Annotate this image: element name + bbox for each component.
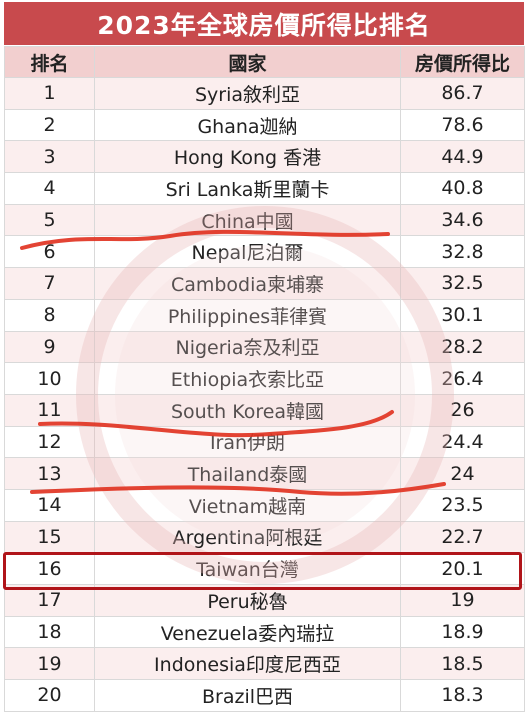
cell-rank: 2 — [4, 108, 95, 142]
cell-country: China中國 — [94, 203, 401, 237]
cell-ratio: 28.2 — [400, 330, 525, 364]
cell-ratio: 40.8 — [400, 172, 525, 205]
table-row: 12 Iran伊朗 24.4 — [4, 425, 525, 459]
table-row: 5 China中國 34.6 — [4, 203, 525, 237]
cell-rank: 3 — [4, 140, 95, 174]
cell-rank: 13 — [4, 457, 95, 490]
cell-country: Peru秘魯 — [94, 584, 401, 617]
cell-country: Nigeria奈及利亞 — [94, 330, 401, 364]
cell-country: Ghana迦納 — [94, 108, 401, 142]
cell-country: Thailand泰國 — [94, 457, 401, 490]
cell-ratio: 34.6 — [400, 203, 525, 237]
cell-country: South Korea韓國 — [94, 393, 401, 427]
cell-ratio: 19 — [400, 584, 525, 617]
cell-rank: 19 — [4, 647, 95, 681]
table-row: 20 Brazil巴西 18.3 — [4, 679, 525, 712]
cell-country: Vietnam越南 — [94, 488, 401, 522]
cell-ratio: 23.5 — [400, 488, 525, 522]
table-row: 3 Hong Kong 香港 44.9 — [4, 140, 525, 174]
cell-ratio: 78.6 — [400, 108, 525, 142]
cell-ratio: 22.7 — [400, 520, 525, 554]
cell-country: Hong Kong 香港 — [94, 140, 401, 174]
table-row: 9 Nigeria奈及利亞 28.2 — [4, 330, 525, 364]
cell-rank: 7 — [4, 267, 95, 300]
cell-rank: 10 — [4, 362, 95, 395]
cell-country: Cambodia柬埔寨 — [94, 267, 401, 300]
table-row: 7 Cambodia柬埔寨 32.5 — [4, 267, 525, 300]
table-header-row: 排名 國家 房價所得比 — [4, 46, 525, 78]
page-title: 2023年全球房價所得比排名 — [4, 2, 524, 45]
cell-ratio: 26.4 — [400, 362, 525, 395]
cell-ratio: 18.3 — [400, 679, 525, 712]
header-rank: 排名 — [4, 46, 95, 78]
cell-rank: 8 — [4, 298, 95, 332]
cell-ratio: 30.1 — [400, 298, 525, 332]
ranking-table: 排名 國家 房價所得比 1 Syria敘利亞 86.7 2 Ghana迦納 78.6 3 Ho… — [4, 46, 525, 712]
cell-country: Nepal尼泊爾 — [94, 235, 401, 269]
cell-ratio: 26 — [400, 393, 525, 427]
cell-country: Brazil巴西 — [94, 679, 401, 712]
cell-country: Argentina阿根廷 — [94, 520, 401, 554]
table-row: 16 Taiwan台灣 20.1 — [4, 552, 525, 585]
cell-country: Venezuela委內瑞拉 — [94, 615, 401, 649]
header-country: 國家 — [94, 46, 401, 78]
cell-rank: 17 — [4, 584, 95, 617]
cell-country: Iran伊朗 — [94, 425, 401, 459]
cell-country: Ethiopia衣索比亞 — [94, 362, 401, 395]
table-row: 4 Sri Lanka斯里蘭卡 40.8 — [4, 172, 525, 205]
cell-rank: 1 — [4, 77, 95, 110]
cell-rank: 6 — [4, 235, 95, 269]
table-row: 1 Syria敘利亞 86.7 — [4, 77, 525, 110]
table-row: 6 Nepal尼泊爾 32.8 — [4, 235, 525, 269]
cell-ratio: 18.9 — [400, 615, 525, 649]
cell-rank: 20 — [4, 679, 95, 712]
cell-ratio: 18.5 — [400, 647, 525, 681]
table-row: 14 Vietnam越南 23.5 — [4, 488, 525, 522]
cell-ratio: 20.1 — [400, 552, 525, 585]
cell-rank: 12 — [4, 425, 95, 459]
cell-ratio: 24 — [400, 457, 525, 490]
cell-ratio: 24.4 — [400, 425, 525, 459]
cell-ratio: 86.7 — [400, 77, 525, 110]
table-row: 8 Philippines菲律賓 30.1 — [4, 298, 525, 332]
cell-rank: 14 — [4, 488, 95, 522]
cell-rank: 4 — [4, 172, 95, 205]
table-row: 17 Peru秘魯 19 — [4, 584, 525, 617]
cell-rank: 5 — [4, 203, 95, 237]
table-row: 19 Indonesia印度尼西亞 18.5 — [4, 647, 525, 681]
table-row: 2 Ghana迦納 78.6 — [4, 108, 525, 142]
cell-country: Philippines菲律賓 — [94, 298, 401, 332]
cell-rank: 16 — [4, 552, 95, 585]
cell-country: Taiwan台灣 — [94, 552, 401, 585]
cell-rank: 15 — [4, 520, 95, 554]
cell-country: Sri Lanka斯里蘭卡 — [94, 172, 401, 205]
cell-ratio: 32.8 — [400, 235, 525, 269]
cell-rank: 18 — [4, 615, 95, 649]
cell-ratio: 44.9 — [400, 140, 525, 174]
cell-rank: 11 — [4, 393, 95, 427]
cell-rank: 9 — [4, 330, 95, 364]
cell-country: Indonesia印度尼西亞 — [94, 647, 401, 681]
table-row: 18 Venezuela委內瑞拉 18.9 — [4, 615, 525, 649]
header-ratio: 房價所得比 — [400, 46, 525, 78]
cell-country: Syria敘利亞 — [94, 77, 401, 110]
cell-ratio: 32.5 — [400, 267, 525, 300]
table-row: 15 Argentina阿根廷 22.7 — [4, 520, 525, 554]
table-row: 10 Ethiopia衣索比亞 26.4 — [4, 362, 525, 395]
table-row: 13 Thailand泰國 24 — [4, 457, 525, 490]
table-row: 11 South Korea韓國 26 — [4, 393, 525, 427]
